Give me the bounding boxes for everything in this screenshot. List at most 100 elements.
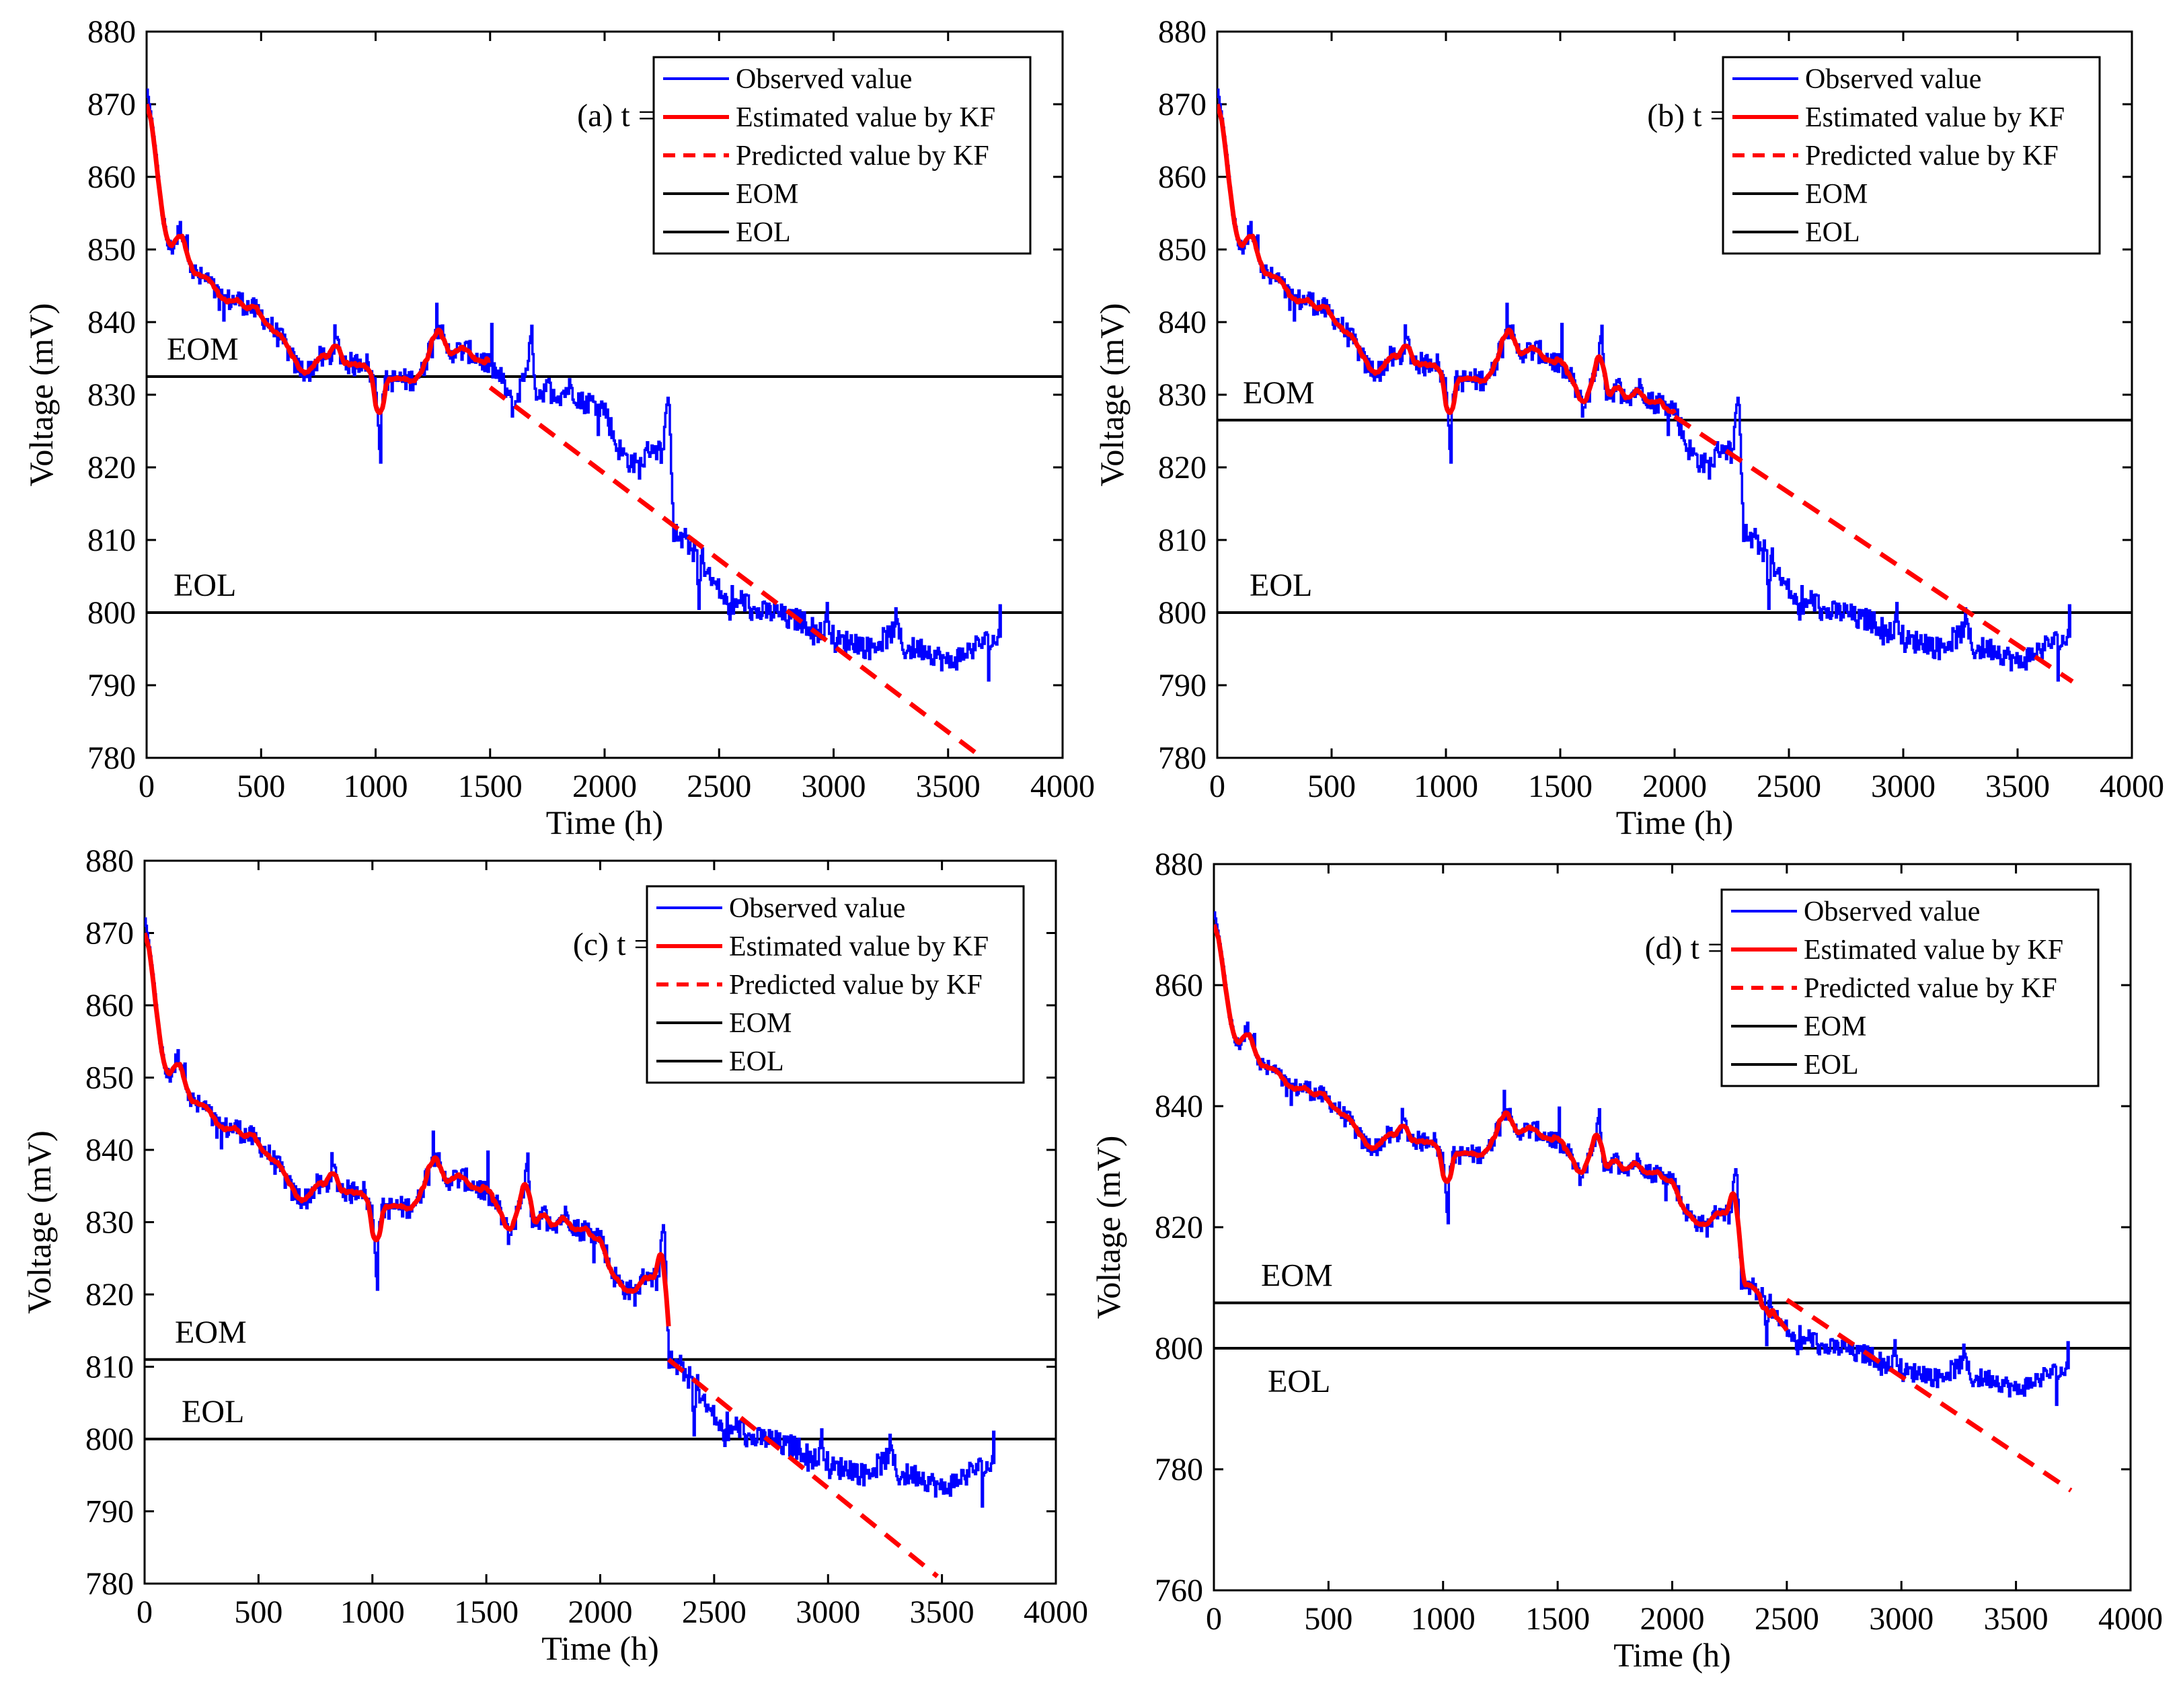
x-tick-label: 1500	[454, 1594, 519, 1630]
y-tick-label: 860	[87, 159, 136, 195]
y-tick-label: 800	[87, 595, 136, 631]
legend-entry: Estimated value by KF	[1805, 102, 2065, 133]
y-tick-label: 870	[1158, 87, 1207, 122]
eol-label: EOL	[182, 1394, 244, 1430]
chart-panel-a: 0 500 1000 1500 2000 2500 3000 3500 4000 780 790 80…	[22, 14, 1095, 841]
x-tick-label: 4000	[1030, 769, 1095, 804]
x-tick-label: 0	[139, 769, 155, 804]
predicted-series	[1673, 414, 2074, 684]
y-tick-label: 850	[1158, 232, 1207, 268]
estimated-series	[145, 932, 671, 1327]
x-tick-label: 1500	[1525, 1601, 1590, 1637]
legend-entry: EOL	[1804, 1050, 1859, 1081]
chart-panel-b: 0 500 1000 1500 2000 2500 3000 3500 4000 780 790 80…	[1093, 14, 2164, 841]
y-tick-label: 830	[85, 1205, 134, 1241]
legend-entry: Predicted value by KF	[1805, 141, 2059, 171]
x-tick-label: 0	[137, 1594, 153, 1630]
x-tick-label: 1500	[458, 769, 523, 804]
legend-entry: Predicted value by KF	[729, 970, 983, 1001]
y-tick-label: 850	[87, 232, 136, 268]
y-tick-label: 790	[1158, 668, 1207, 703]
y-tick-label: 840	[87, 305, 136, 340]
y-tick-label: 880	[87, 14, 136, 50]
legend-entry: EOM	[729, 1008, 792, 1039]
y-tick-label: 800	[1155, 1331, 1203, 1366]
legend-box	[1722, 56, 2101, 255]
x-tick-label: 2500	[1755, 1601, 1819, 1637]
y-tick-label: 870	[85, 916, 134, 952]
plot-area	[1214, 911, 2131, 1493]
legend-entry: EOL	[729, 1046, 784, 1077]
y-tick-label: 810	[1158, 522, 1207, 558]
y-tick-label: 880	[1155, 847, 1203, 882]
y-tick-label: 840	[1155, 1089, 1203, 1124]
x-tick-label: 1500	[1528, 769, 1593, 804]
legend-entry: EOL	[1805, 217, 1860, 248]
x-tick-label: 4000	[2100, 769, 2164, 804]
predicted-series	[488, 385, 984, 758]
x-tick-label: 2000	[1640, 1601, 1705, 1637]
x-axis-label: Time (h)	[1613, 1636, 1731, 1674]
legend-entry: Observed value	[736, 64, 912, 95]
x-tick-label: 2000	[568, 1594, 633, 1630]
y-tick-label: 860	[1155, 968, 1203, 1003]
legend-box	[652, 56, 1032, 255]
x-tick-label: 2000	[1642, 769, 1707, 804]
plot-area	[147, 88, 1063, 758]
x-tick-label: 1000	[1414, 769, 1478, 804]
legend-entry: Estimated value by KF	[729, 931, 989, 962]
x-tick-label: 3000	[796, 1594, 860, 1630]
x-tick-label: 2500	[687, 769, 751, 804]
x-tick-label: 500	[237, 769, 285, 804]
x-tick-label: 0	[1209, 769, 1225, 804]
y-axis-label: Voltage (mV)	[1093, 303, 1131, 487]
y-tick-label: 780	[1155, 1452, 1203, 1487]
y-tick-label: 840	[85, 1132, 134, 1168]
legend-box	[646, 885, 1025, 1084]
x-tick-label: 3000	[1869, 1601, 1934, 1637]
legend-entry: Predicted value by KF	[1804, 973, 2057, 1004]
legend-entry: EOM	[1805, 179, 1868, 210]
x-tick-label: 500	[1304, 1601, 1352, 1637]
eol-label: EOL	[174, 568, 236, 603]
y-tick-label: 820	[87, 450, 136, 486]
x-tick-label: 1000	[340, 1594, 405, 1630]
y-tick-label: 830	[1158, 377, 1207, 413]
x-tick-label: 3000	[1871, 769, 1936, 804]
legend-box	[1720, 888, 2100, 1087]
y-tick-label: 820	[85, 1277, 134, 1313]
y-tick-label: 810	[87, 522, 136, 558]
legend-entry: Estimated value by KF	[736, 102, 995, 133]
chart-panel-c: 0 500 1000 1500 2000 2500 3000 3500 4000 780 790 80…	[20, 843, 1088, 1667]
y-axis-label: Voltage (mV)	[1089, 1136, 1127, 1319]
x-tick-label: 500	[1307, 769, 1356, 804]
y-tick-label: 790	[87, 668, 136, 703]
legend-entry: Observed value	[1804, 896, 1980, 927]
y-tick-label: 810	[85, 1350, 134, 1385]
y-tick-label: 860	[85, 988, 134, 1023]
x-tick-label: 500	[234, 1594, 282, 1630]
eom-label: EOM	[167, 332, 239, 367]
y-tick-label: 800	[1158, 595, 1207, 631]
x-axis-label: Time (h)	[541, 1629, 659, 1667]
predicted-series	[666, 1358, 940, 1578]
x-tick-label: 3500	[1984, 1601, 2049, 1637]
x-tick-label: 2500	[682, 1594, 747, 1630]
x-tick-label: 0	[1206, 1601, 1222, 1637]
x-tick-label: 2000	[572, 769, 637, 804]
y-axis-label: Voltage (mV)	[20, 1130, 58, 1314]
x-tick-label: 3500	[916, 769, 981, 804]
y-axis-label: Voltage (mV)	[22, 303, 60, 487]
x-tick-label: 4000	[1024, 1594, 1088, 1630]
legend-entry: Observed value	[729, 893, 905, 924]
eol-label: EOL	[1250, 568, 1312, 603]
x-tick-label: 3500	[1985, 769, 2050, 804]
estimated-series	[1217, 104, 1677, 415]
y-tick-label: 850	[85, 1060, 134, 1096]
x-tick-label: 2500	[1757, 769, 1821, 804]
y-tick-label: 830	[87, 377, 136, 413]
chart-panel-d: 0 500 1000 1500 2000 2500 3000 3500 4000 760 780 80…	[1089, 847, 2163, 1674]
y-tick-label: 860	[1158, 159, 1207, 195]
x-tick-label: 3000	[802, 769, 866, 804]
